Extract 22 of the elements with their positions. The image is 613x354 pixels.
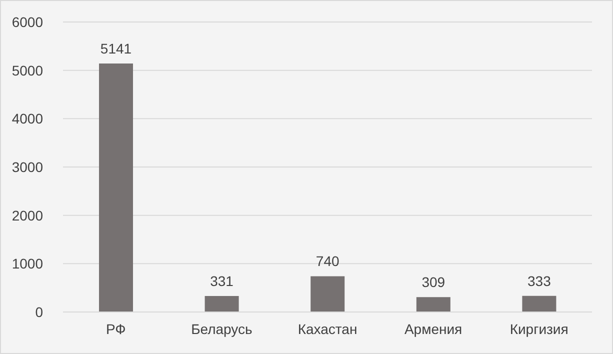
x-tick-label: РФ (106, 320, 126, 337)
y-tick-label: 1000 (12, 256, 44, 272)
x-tick-label: Кахастан (298, 320, 358, 337)
bar (204, 296, 239, 312)
data-label: 331 (210, 273, 234, 289)
data-label: 309 (422, 274, 446, 290)
bar (522, 296, 556, 312)
data-label: 740 (316, 253, 340, 270)
x-tick-label: Армения (404, 320, 462, 337)
x-tick-label: Беларусь (191, 320, 252, 337)
y-tick-label: 6000 (12, 14, 44, 30)
y-tick-label: 5000 (12, 62, 44, 78)
y-tick-label: 4000 (12, 110, 44, 127)
y-tick-label: 2000 (12, 207, 44, 224)
data-label: 333 (528, 272, 552, 289)
data-label: 5141 (100, 40, 132, 57)
y-tick-label: 3000 (12, 158, 44, 175)
bar (310, 276, 345, 312)
bar (416, 297, 450, 312)
x-tick-label: Киргизия (510, 320, 568, 337)
bar (99, 64, 133, 312)
y-tick-label: 0 (35, 304, 44, 320)
